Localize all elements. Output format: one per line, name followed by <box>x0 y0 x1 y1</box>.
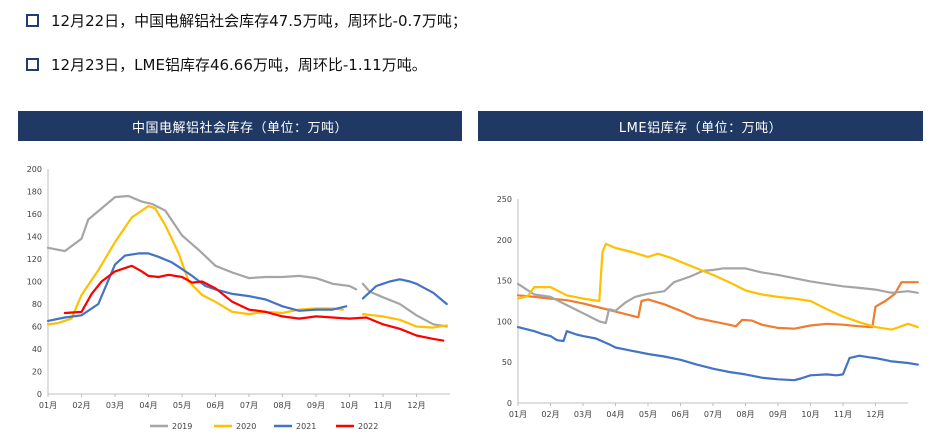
bullet-lme-inventory: 12月23日，LME铝库存46.66万吨，周环比-1.11万吨。 <box>26 54 427 75</box>
legend-label-2020: 2020 <box>236 422 256 431</box>
bullet-square-icon <box>26 14 39 27</box>
series-line-2022 <box>516 326 919 382</box>
y-tick-label: 160 <box>27 210 42 219</box>
y-tick-label: 0 <box>507 399 512 408</box>
lme-inventory-chart: 0 50 100 150 200 250 01月 02月 03月 04月 05月 06月 07月 08月 0… <box>497 195 919 419</box>
series-line-2020 <box>361 313 448 329</box>
legend-label-2019: 2019 <box>172 422 192 431</box>
bullet-square-icon <box>26 58 39 71</box>
x-tick-label: 06月 <box>671 410 689 419</box>
chart-title: 中国电解铝社会库存（单位：万吨） <box>18 111 462 141</box>
y-tick-label: 100 <box>27 278 42 287</box>
x-tick-label: 11月 <box>374 401 392 410</box>
x-tick-label: 03月 <box>574 410 592 419</box>
x-tick-label: 01月 <box>509 410 527 419</box>
series-line-2022 <box>63 264 445 342</box>
y-tick-label: 40 <box>32 345 42 354</box>
bullet-text: 12月23日，LME铝库存46.66万吨，周环比-1.11万吨。 <box>51 56 427 74</box>
y-tick-label: 250 <box>497 195 512 204</box>
y-tick-label: 50 <box>502 358 512 367</box>
x-tick-label: 04月 <box>139 401 157 410</box>
x-tick-label: 11月 <box>834 410 852 419</box>
bullet-text: 12月22日，中国电解铝社会库存47.5万吨，周环比-0.7万吨； <box>51 12 467 30</box>
legend-label-2022: 2022 <box>358 422 378 431</box>
x-tick-label: 03月 <box>106 401 124 410</box>
y-tick-label: 0 <box>37 390 42 399</box>
x-tick-label: 02月 <box>541 410 559 419</box>
x-tick-label: 09月 <box>769 410 787 419</box>
x-tick-label: 01月 <box>39 401 57 410</box>
series-line-2019 <box>46 194 358 291</box>
y-tick-label: 20 <box>32 368 42 377</box>
x-tick-label: 10月 <box>801 410 819 419</box>
y-tick-label: 80 <box>32 300 42 309</box>
y-tick-label: 200 <box>497 236 512 245</box>
y-tick-label: 120 <box>27 255 42 264</box>
x-tick-label: 10月 <box>340 401 358 410</box>
x-tick-label: 06月 <box>206 401 224 410</box>
x-tick-label: 08月 <box>736 410 754 419</box>
series-line-2021 <box>361 278 448 306</box>
x-tick-label: 08月 <box>273 401 291 410</box>
y-tick-label: 100 <box>497 317 512 326</box>
y-tick-label: 140 <box>27 233 42 242</box>
x-tick-label: 04月 <box>606 410 624 419</box>
series-line-2019 <box>516 281 919 330</box>
x-tick-label: 07月 <box>704 410 722 419</box>
x-tick-label: 07月 <box>240 401 258 410</box>
x-tick-label: 12月 <box>407 401 425 410</box>
bullet-china-inventory: 12月22日，中国电解铝社会库存47.5万吨，周环比-0.7万吨； <box>26 10 467 31</box>
legend-label-2021: 2021 <box>296 422 316 431</box>
series-line-2021 <box>46 252 348 322</box>
y-tick-label: 200 <box>27 165 42 174</box>
x-tick-label: 12月 <box>866 410 884 419</box>
y-tick-label: 180 <box>27 188 42 197</box>
y-tick-label: 60 <box>32 323 42 332</box>
x-tick-label: 05月 <box>639 410 657 419</box>
series-line-2020 <box>46 205 344 326</box>
china-inventory-panel: 中国电解铝社会库存（单位：万吨） 0 20 40 60 80 100 120 140 160 18… <box>18 111 462 445</box>
x-tick-label: 05月 <box>173 401 191 410</box>
china-inventory-chart: 0 20 40 60 80 100 120 140 160 180 200 01月 02月 03月 04月 0… <box>27 165 450 431</box>
lme-inventory-panel: LME铝库存（单位：万吨） 0 50 100 150 200 250 01月 02月 03月 04… <box>478 111 923 445</box>
x-tick-label: 09月 <box>307 401 325 410</box>
y-tick-label: 150 <box>497 277 512 286</box>
series-line-2021 <box>516 242 919 331</box>
x-tick-label: 02月 <box>72 401 90 410</box>
chart-title: LME铝库存（单位：万吨） <box>478 111 923 141</box>
